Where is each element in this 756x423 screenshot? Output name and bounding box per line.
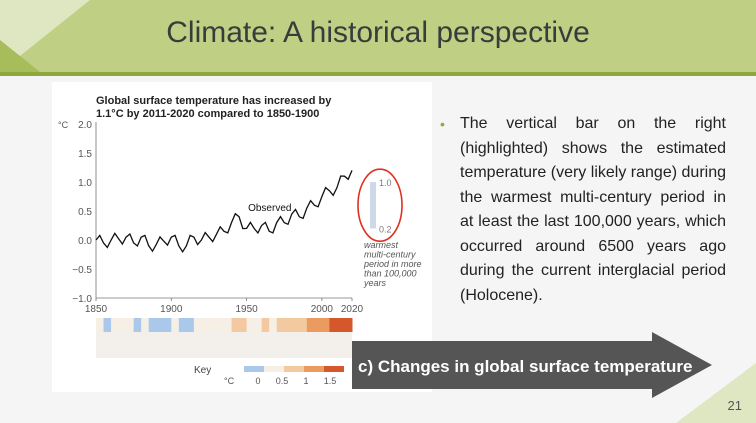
warming-stripe — [103, 318, 112, 332]
x-tick-label: 1900 — [160, 304, 183, 315]
y-tick-label: 2.0 — [78, 120, 92, 131]
warming-stripe — [261, 318, 270, 332]
key-color-swatch — [244, 366, 264, 372]
section-arrow: c) Changes in global surface temperature — [352, 332, 712, 398]
key-color-swatch — [284, 366, 304, 372]
warming-stripe — [186, 318, 195, 332]
warming-stripe — [178, 318, 187, 332]
warming-stripe — [118, 318, 127, 332]
bullet-point: • The vertical bar on the right (highlig… — [440, 112, 726, 308]
temperature-figure: Global surface temperature has increased… — [52, 82, 432, 392]
range-caption-line: years — [363, 278, 387, 288]
warming-stripe — [299, 318, 308, 332]
arrow-shape — [352, 332, 712, 398]
range-low-label: 0.2 — [379, 224, 392, 234]
warming-stripe — [201, 318, 210, 332]
warming-stripe — [314, 318, 323, 332]
warming-stripe — [224, 318, 233, 332]
highlight-circle — [357, 168, 403, 242]
y-tick-label: −0.5 — [72, 265, 92, 276]
warming-stripe — [163, 318, 172, 332]
warming-stripe — [276, 318, 285, 332]
range-high-label: 1.0 — [379, 178, 392, 188]
warming-stripe — [291, 318, 300, 332]
bullet-text: The vertical bar on the right (highlight… — [460, 115, 726, 304]
key-tick-label: 1.5 — [324, 376, 337, 386]
warming-stripe — [126, 318, 135, 332]
x-tick-label: 2020 — [341, 304, 364, 315]
warming-stripe — [254, 318, 263, 332]
key-color-swatch — [324, 366, 344, 372]
warming-stripe — [329, 318, 338, 332]
warming-stripe — [111, 318, 120, 332]
warming-stripe — [156, 318, 165, 332]
bullet-icon: • — [440, 116, 445, 132]
range-caption-line: multi-century — [364, 250, 416, 260]
stripes-shadow-band — [96, 332, 352, 358]
y-tick-label: 1.5 — [78, 149, 92, 160]
warming-stripe — [284, 318, 293, 332]
warming-stripe — [269, 318, 278, 332]
warming-stripe — [171, 318, 180, 332]
arrow-label: c) Changes in global surface temperature — [358, 357, 692, 376]
x-tick-label: 1950 — [235, 304, 258, 315]
slide-title: Climate: A historical perspective — [166, 16, 590, 49]
observed-line — [95, 170, 353, 254]
warming-stripe — [336, 318, 345, 332]
observed-label: Observed — [248, 203, 291, 214]
warming-stripe — [246, 318, 255, 332]
y-tick-label: 0.5 — [78, 207, 92, 218]
warming-stripe — [306, 318, 315, 332]
y-tick-label: −1.0 — [72, 294, 92, 305]
warming-stripe — [96, 318, 105, 332]
title-bar-decoration — [0, 0, 90, 72]
y-tick-label: 0.0 — [78, 236, 92, 247]
warming-stripe — [141, 318, 150, 332]
corner-decoration — [676, 363, 756, 423]
key-color-swatch — [264, 366, 284, 372]
warming-stripe — [321, 318, 330, 332]
warming-stripe — [148, 318, 157, 332]
key-tick-label: 0.5 — [276, 376, 289, 386]
key-color-swatch — [304, 366, 324, 372]
x-tick-label: 2000 — [311, 304, 334, 315]
warming-stripe — [216, 318, 225, 332]
warming-stripe — [193, 318, 202, 332]
y-tick-label: 1.0 — [78, 178, 92, 189]
range-caption-line: than 100,000 — [364, 269, 417, 279]
y-unit-label: °C — [58, 120, 69, 130]
range-caption-line: warmest — [364, 240, 399, 250]
chart-title-line-1: Global surface temperature has increased… — [96, 95, 332, 107]
key-tick-label: 1 — [303, 376, 308, 386]
key-label: Key — [194, 365, 211, 376]
warming-stripe — [208, 318, 217, 332]
temperature-chart: Global surface temperature has increased… — [58, 95, 422, 386]
key-tick-label: 0 — [255, 376, 260, 386]
warming-stripe — [231, 318, 240, 332]
warming-stripe — [133, 318, 142, 332]
title-bar: Climate: A historical perspective — [0, 0, 756, 76]
warming-stripe — [344, 318, 353, 332]
key-unit-label: °C — [224, 376, 235, 386]
warming-stripe — [239, 318, 248, 332]
chart-title-line-2: 1.1°C by 2011-2020 compared to 1850-1900 — [96, 108, 319, 120]
page-number: 21 — [727, 398, 742, 413]
range-caption-line: period in more — [363, 259, 422, 269]
x-tick-label: 1850 — [85, 304, 108, 315]
warmest-period-range-bar — [370, 182, 376, 229]
